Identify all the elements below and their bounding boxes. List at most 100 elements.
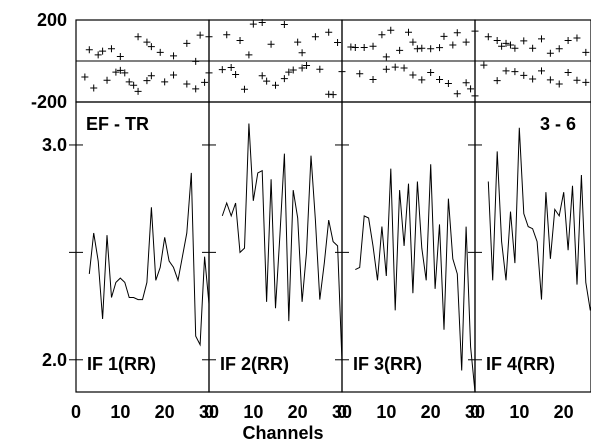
phase-point xyxy=(529,44,537,52)
x-tick-label: 30 xyxy=(465,402,485,422)
phase-point xyxy=(143,38,151,46)
phase-point xyxy=(263,77,271,85)
phase-point xyxy=(227,64,235,72)
phase-point xyxy=(582,78,590,86)
phase-point xyxy=(453,90,461,98)
phase-point xyxy=(369,42,377,50)
x-tick-label: 0 xyxy=(470,402,480,422)
phase-point xyxy=(289,66,297,74)
phase-point xyxy=(249,20,257,28)
phase-point xyxy=(143,77,151,85)
phase-point xyxy=(170,52,178,60)
phase-point xyxy=(112,68,120,76)
amplitude-line xyxy=(355,164,476,393)
panel-if4: IF 4(RR) xyxy=(468,19,591,393)
panel-label: IF 3(RR) xyxy=(353,354,422,374)
phase-point xyxy=(378,31,386,39)
x-tick-label: 0 xyxy=(204,402,214,422)
phase-point xyxy=(573,76,581,84)
phase-point xyxy=(85,46,93,54)
phase-point xyxy=(382,65,390,73)
phase-point xyxy=(520,71,528,79)
phase-point xyxy=(538,35,545,43)
phase-point xyxy=(498,42,506,50)
phase-point xyxy=(427,45,435,53)
phase-point xyxy=(134,33,142,41)
phase-point xyxy=(480,61,488,69)
x-tick-label: 0 xyxy=(337,402,347,422)
phase-point xyxy=(170,71,178,79)
phase-point xyxy=(391,63,399,71)
phase-point xyxy=(436,44,444,52)
amplitude-frame xyxy=(208,101,343,393)
x-tick-label: 20 xyxy=(421,402,441,422)
phase-point xyxy=(280,75,288,83)
phase-point xyxy=(582,48,590,56)
phase-point xyxy=(511,44,519,52)
phase-point xyxy=(520,37,528,45)
x-tick-label: 10 xyxy=(110,402,130,422)
phase-point xyxy=(538,67,545,75)
panel-if3: IF 3(RR) xyxy=(335,19,479,393)
amplitude-frame xyxy=(474,101,591,393)
phase-point xyxy=(369,75,377,83)
phase-point xyxy=(409,71,417,79)
phase-point xyxy=(564,68,572,76)
phase-point xyxy=(440,32,448,40)
phase-point xyxy=(427,68,435,76)
panel-label: IF 2(RR) xyxy=(220,354,289,374)
phase-point xyxy=(267,40,275,48)
phase-point xyxy=(502,39,510,47)
phase-point xyxy=(382,53,390,61)
phase-point xyxy=(99,47,107,55)
phase-point xyxy=(90,84,98,92)
phase-point xyxy=(232,71,240,79)
phase-point xyxy=(329,91,337,99)
phase-point xyxy=(387,26,395,34)
phase-point xyxy=(192,57,200,65)
phase-point xyxy=(196,31,204,39)
phase-point xyxy=(223,31,231,39)
phase-point xyxy=(294,38,302,46)
phase-point xyxy=(444,80,452,88)
phase-point xyxy=(201,78,209,86)
x-tick-label: 0 xyxy=(71,402,81,422)
phase-point xyxy=(502,67,510,75)
phase-point xyxy=(356,70,364,78)
phase-point xyxy=(555,45,563,53)
phase-point xyxy=(134,87,142,95)
phase-point xyxy=(334,39,342,47)
phase-point xyxy=(183,80,191,88)
phase-point xyxy=(147,72,155,80)
x-tick-label: 20 xyxy=(155,402,175,422)
phase-point xyxy=(258,18,266,26)
phase-point xyxy=(280,21,288,29)
panel-if1: IF 1(RR) xyxy=(69,19,213,393)
phase-point xyxy=(107,45,115,53)
phase-point xyxy=(316,65,324,73)
phase-point xyxy=(462,79,470,87)
phase-point xyxy=(351,43,359,51)
x-tick-label: 30 xyxy=(332,402,352,422)
amplitude-line xyxy=(221,123,343,362)
panel-label: IF 1(RR) xyxy=(87,354,156,374)
phase-point xyxy=(218,66,226,74)
corner-label-range: 3 - 6 xyxy=(540,114,576,134)
phase-point xyxy=(156,48,164,56)
phase-point xyxy=(573,34,581,42)
x-tick-label: 20 xyxy=(288,402,308,422)
phase-point xyxy=(325,28,333,36)
phase-point xyxy=(511,68,519,76)
amplitude-line xyxy=(487,127,591,311)
phase-point xyxy=(116,52,124,60)
phase-point xyxy=(192,85,200,93)
phase-point xyxy=(245,51,253,59)
x-tick-label: 30 xyxy=(199,402,219,422)
y-tick-label: -200 xyxy=(31,92,67,112)
panels-layer: IF 1(RR) IF 2(RR) IF 3(RR) IF 4(RR) xyxy=(69,18,591,393)
phase-point xyxy=(121,69,129,77)
y-tick-label: 3.0 xyxy=(42,135,67,155)
amplitude-line xyxy=(88,172,210,347)
phase-point xyxy=(147,43,155,51)
